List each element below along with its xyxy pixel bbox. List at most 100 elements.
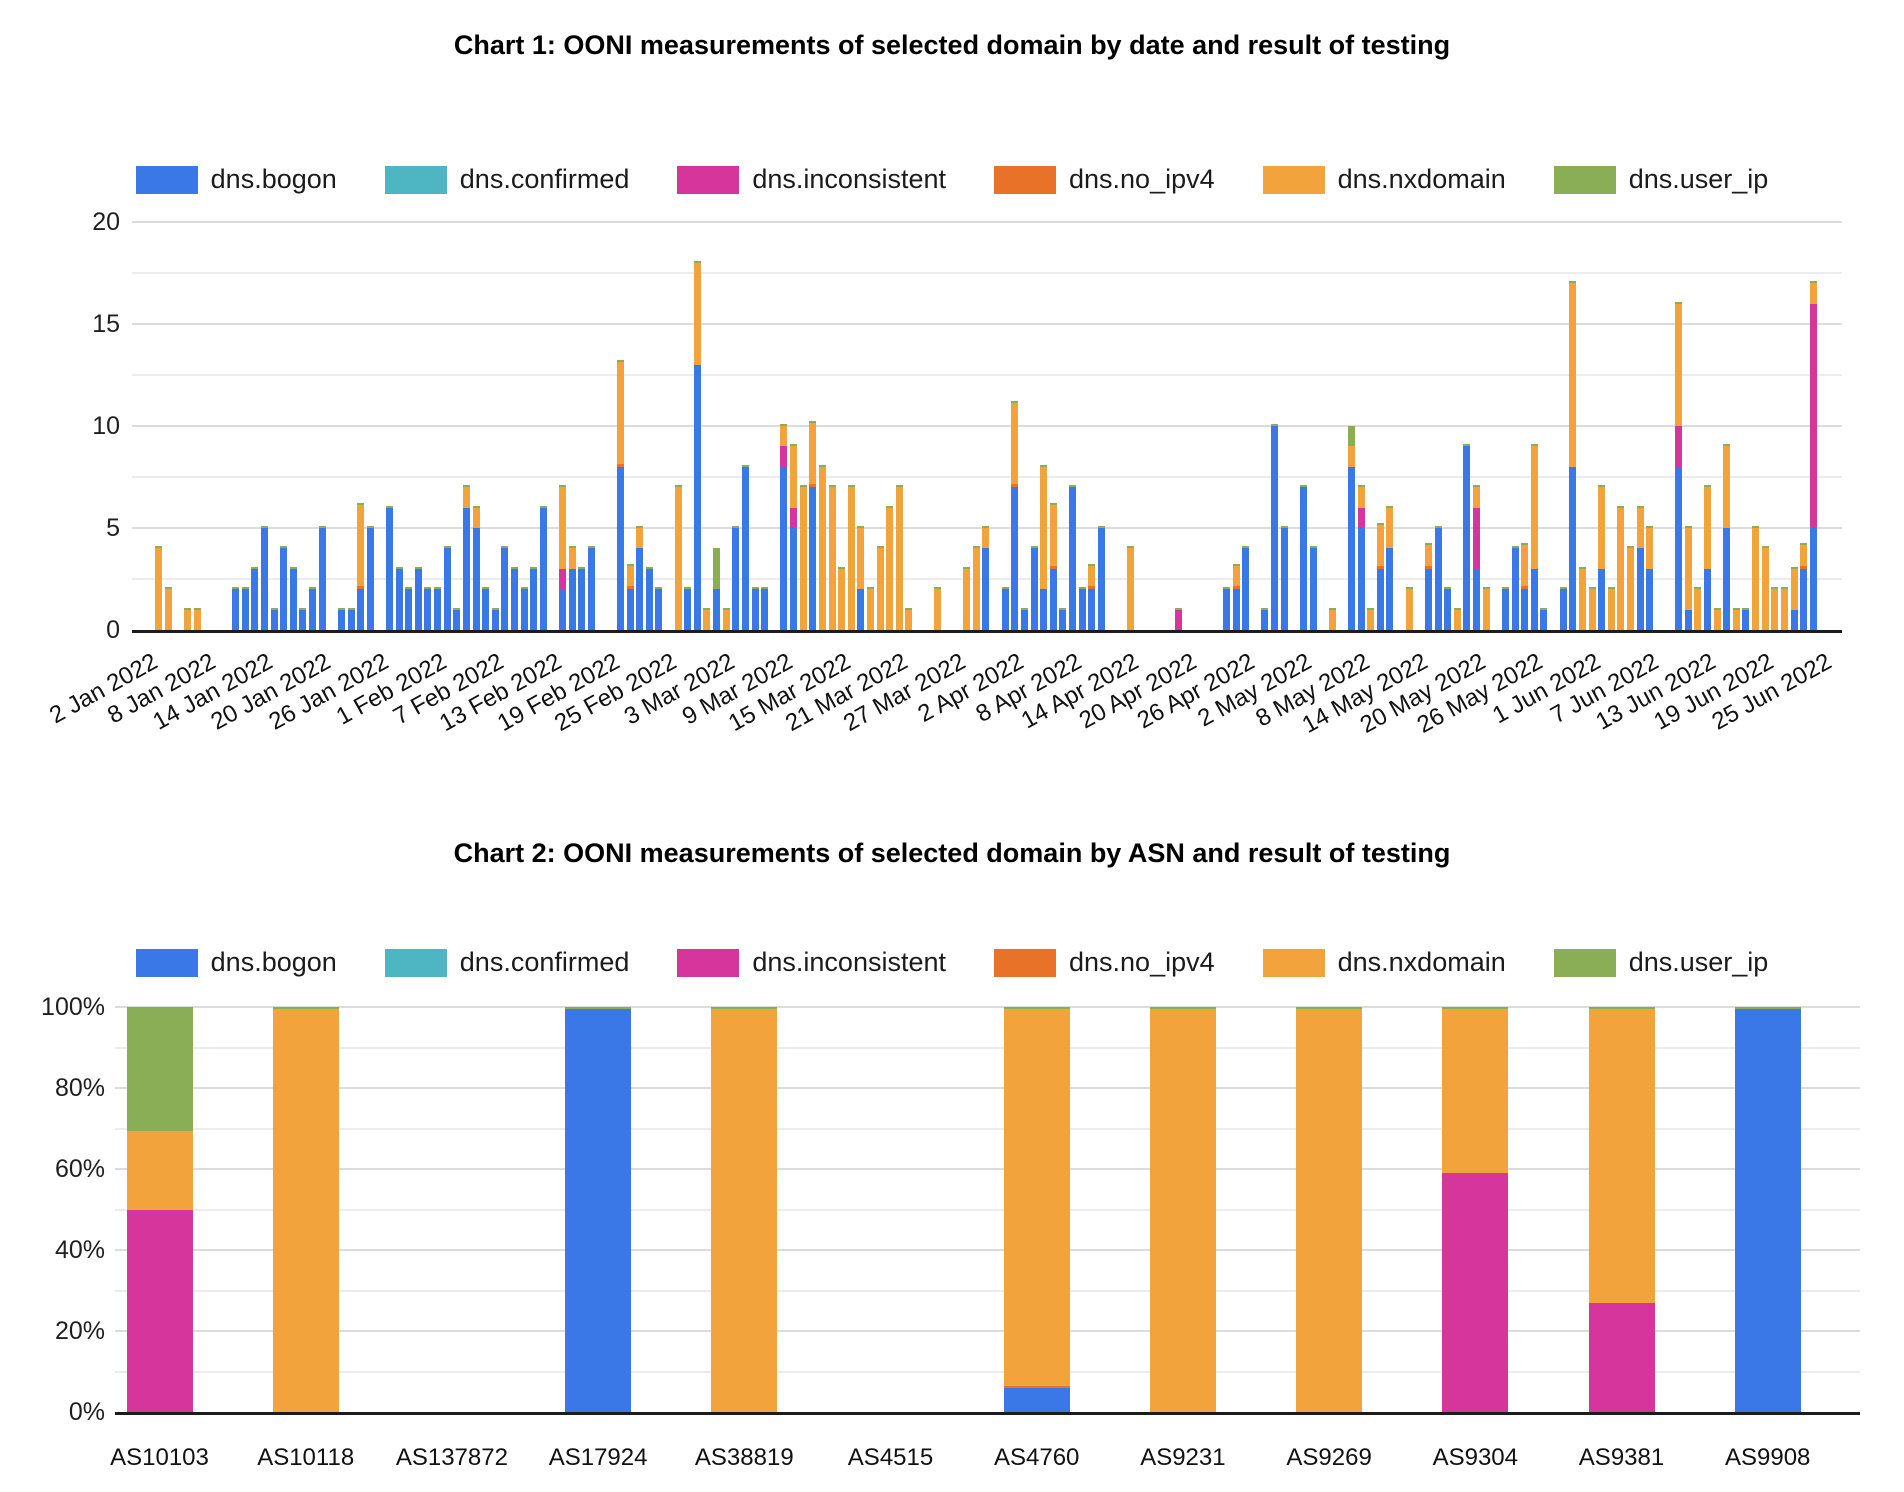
daily-bar[interactable]: [1636, 505, 1644, 630]
bar-segment-dns.nxdomain[interactable]: [1011, 402, 1019, 485]
daily-bar[interactable]: [1424, 543, 1432, 630]
bar-segment-dns.bogon[interactable]: [1463, 446, 1471, 630]
bar-segment-dns.user_ip[interactable]: [963, 566, 971, 569]
bar-segment-dns.user_ip[interactable]: [867, 587, 874, 590]
daily-bar[interactable]: [1559, 587, 1567, 630]
bar-segment-dns.bogon[interactable]: [1271, 426, 1279, 630]
bar-segment-dns.nxdomain[interactable]: [1569, 283, 1577, 467]
legend-item-dns.nxdomain[interactable]: dns.nxdomain: [1262, 164, 1506, 195]
bar-segment-dns.bogon[interactable]: [337, 609, 345, 630]
bar-segment-dns.nxdomain[interactable]: [982, 528, 990, 549]
daily-bar[interactable]: [1299, 485, 1307, 630]
bar-segment-dns.user_ip[interactable]: [164, 587, 172, 590]
bar-segment-dns.nxdomain[interactable]: [1578, 568, 1586, 630]
bar-segment-dns.bogon[interactable]: [453, 609, 461, 630]
daily-bar[interactable]: [876, 546, 884, 630]
daily-bar[interactable]: [299, 607, 307, 630]
bar-segment-dns.nxdomain[interactable]: [1761, 548, 1769, 630]
bar-segment-dns.nxdomain[interactable]: [126, 1130, 193, 1210]
bar-segment-dns.user_ip[interactable]: [289, 566, 297, 569]
daily-bar[interactable]: [1578, 566, 1586, 630]
bar-segment-dns.user_ip[interactable]: [895, 485, 903, 488]
bar-segment-dns.user_ip[interactable]: [1598, 485, 1606, 488]
bar-segment-dns.user_ip[interactable]: [626, 563, 634, 566]
daily-bar[interactable]: [578, 566, 586, 630]
bar-segment-dns.bogon[interactable]: [761, 589, 769, 630]
bar-segment-dns.user_ip[interactable]: [424, 587, 432, 590]
bar-segment-dns.bogon[interactable]: [1040, 589, 1048, 630]
bar-segment-dns.user_ip[interactable]: [1386, 505, 1394, 508]
bar-segment-dns.user_ip[interactable]: [270, 607, 278, 610]
legend-item-dns.confirmed[interactable]: dns.confirmed: [384, 164, 629, 195]
bar-segment-dns.no_ipv4[interactable]: [1232, 586, 1240, 590]
daily-bar[interactable]: [751, 587, 759, 630]
bar-segment-dns.nxdomain[interactable]: [357, 504, 365, 587]
daily-bar[interactable]: [520, 587, 528, 630]
daily-bar[interactable]: [1444, 587, 1452, 630]
bar-segment-dns.user_ip[interactable]: [241, 587, 249, 590]
bar-segment-dns.nxdomain[interactable]: [1626, 548, 1634, 630]
bar-segment-dns.bogon[interactable]: [1742, 609, 1750, 630]
daily-bar[interactable]: [857, 526, 865, 630]
bar-segment-dns.nxdomain[interactable]: [1636, 507, 1644, 549]
bar-segment-dns.bogon[interactable]: [1280, 528, 1288, 630]
bar-segment-dns.bogon[interactable]: [790, 528, 798, 630]
bar-segment-dns.nxdomain[interactable]: [1713, 609, 1721, 630]
daily-bar[interactable]: [809, 420, 817, 630]
legend-item-dns.nxdomain[interactable]: dns.nxdomain: [1262, 947, 1506, 978]
bar-segment-dns.inconsistent[interactable]: [1588, 1302, 1655, 1412]
bar-segment-dns.user_ip[interactable]: [1434, 526, 1442, 528]
bar-segment-dns.inconsistent[interactable]: [1174, 609, 1182, 630]
daily-bar[interactable]: [693, 260, 701, 630]
bar-segment-dns.bogon[interactable]: [645, 568, 653, 630]
daily-bar[interactable]: [434, 587, 442, 630]
bar-segment-dns.user_ip[interactable]: [1473, 485, 1481, 488]
bar-segment-dns.user_ip[interactable]: [1703, 485, 1711, 488]
daily-bar[interactable]: [366, 526, 374, 630]
bar-segment-dns.nxdomain[interactable]: [711, 1009, 778, 1412]
bar-segment-dns.no_ipv4[interactable]: [1424, 565, 1432, 569]
bar-segment-dns.nxdomain[interactable]: [847, 487, 855, 630]
daily-bar[interactable]: [1463, 444, 1471, 630]
bar-segment-dns.user_ip[interactable]: [347, 607, 355, 610]
bar-segment-dns.bogon[interactable]: [1309, 548, 1317, 630]
bar-segment-dns.bogon[interactable]: [565, 1009, 632, 1412]
bar-segment-dns.user_ip[interactable]: [1442, 1007, 1509, 1010]
bar-segment-dns.user_ip[interactable]: [713, 548, 721, 590]
asn-bar-AS9304[interactable]: [1442, 1007, 1509, 1412]
daily-bar[interactable]: [790, 444, 798, 630]
bar-segment-dns.nxdomain[interactable]: [790, 446, 798, 508]
bar-segment-dns.nxdomain[interactable]: [1530, 446, 1538, 569]
bar-segment-dns.user_ip[interactable]: [645, 566, 653, 569]
bar-segment-dns.bogon[interactable]: [482, 589, 490, 630]
daily-bar[interactable]: [424, 587, 432, 630]
daily-bar[interactable]: [1761, 546, 1769, 630]
bar-segment-dns.user_ip[interactable]: [530, 566, 538, 569]
daily-bar[interactable]: [1588, 587, 1596, 630]
bar-segment-dns.user_ip[interactable]: [674, 485, 682, 488]
bar-segment-dns.nxdomain[interactable]: [183, 609, 191, 630]
bar-segment-dns.bogon[interactable]: [232, 589, 240, 630]
bar-segment-dns.nxdomain[interactable]: [1684, 528, 1692, 610]
daily-bar[interactable]: [1482, 587, 1490, 630]
asn-bar-AS9231[interactable]: [1149, 1007, 1216, 1412]
daily-bar[interactable]: [645, 566, 653, 630]
daily-bar[interactable]: [1617, 505, 1625, 630]
bar-segment-dns.nxdomain[interactable]: [857, 528, 865, 590]
bar-segment-dns.user_ip[interactable]: [1049, 502, 1057, 505]
bar-segment-dns.user_ip[interactable]: [1771, 587, 1779, 590]
bar-segment-dns.user_ip[interactable]: [722, 607, 730, 610]
bar-segment-dns.nxdomain[interactable]: [1040, 466, 1048, 590]
bar-segment-dns.no_ipv4[interactable]: [1011, 484, 1019, 488]
bar-segment-dns.user_ip[interactable]: [1088, 563, 1096, 566]
bar-segment-dns.bogon[interactable]: [732, 528, 740, 630]
bar-segment-dns.user_ip[interactable]: [693, 260, 701, 263]
bar-segment-dns.bogon[interactable]: [626, 589, 634, 630]
bar-segment-dns.bogon[interactable]: [491, 609, 499, 630]
bar-segment-dns.nxdomain[interactable]: [616, 361, 624, 464]
daily-bar[interactable]: [1386, 505, 1394, 630]
bar-segment-dns.bogon[interactable]: [395, 568, 403, 630]
bar-segment-dns.inconsistent[interactable]: [1809, 303, 1817, 528]
bar-segment-dns.bogon[interactable]: [1376, 568, 1384, 630]
bar-segment-dns.no_ipv4[interactable]: [1088, 586, 1096, 590]
